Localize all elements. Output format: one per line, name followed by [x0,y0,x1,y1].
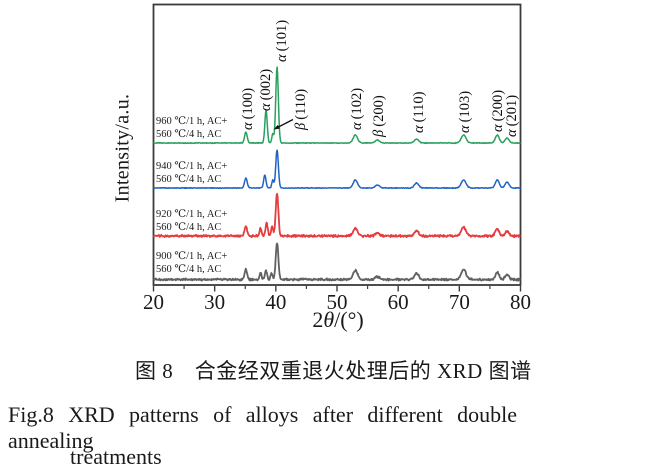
x-tick-label-40: 40 [265,290,287,314]
figure-caption-english-line2: treatments [70,444,162,469]
trace-label-line2: 560 ℃/4 h, AC [156,221,222,233]
theta-symbol: θ [323,307,335,332]
peak-label-hkl: (200) [490,90,506,122]
peak-label-α(103): α (103) [457,91,473,133]
trace-label-line1: 960 ℃/1 h, AC+ [156,116,228,127]
plot-border [152,3,522,286]
trace-label-940C-1h-AC-plus-560C-4h-AC: 940 ℃/1 h, AC+ 560 ℃/4 h, AC [156,161,227,187]
xrd-trace-920C-1h-AC-plus-560C-4h-AC [152,192,521,239]
peak-label-greek: α [240,122,256,130]
peak-label-greek: α [490,124,506,132]
peak-label-hkl: (201) [504,95,520,127]
peak-label-greek: α [274,54,290,62]
peak-label-hkl: (102) [349,88,365,120]
y-axis-title: Intensity/a.u. [111,93,134,203]
peak-label-α(102): α (102) [349,88,365,130]
peak-label-β(200): β (200) [371,95,387,138]
x-tick-label-70: 70 [448,290,470,314]
x-tick-label-50: 50 [326,290,348,314]
beta110-arrow-head [273,124,280,130]
peak-label-β(110): β (110) [293,89,309,131]
trace-label-line1: 940 ℃/1 h, AC+ [156,161,228,172]
xrd-trace-940C-1h-AC-plus-560C-4h-AC [152,149,521,190]
xrd-trace-960C-1h-AC-plus-560C-4h-AC [153,66,521,145]
figure-caption-chinese: 图 8 合金经双重退火处理后的 XRD 图谱 [135,359,532,383]
trace-label-900C-1h-AC-plus-560C-4h-AC: 900 ℃/1 h, AC+ 560 ℃/4 h, AC [156,251,227,277]
trace-label-960C-1h-AC-plus-560C-4h-AC: 960 ℃/1 h, AC+ 560 ℃/4 h, AC [156,116,227,142]
peak-label-greek: α [411,125,427,133]
beta110-arrow-line [276,118,294,129]
peak-label-greek: α [504,129,520,137]
trace-label-line1: 920 ℃/1 h, AC+ [156,209,228,220]
trace-label-line2: 560 ℃/4 h, AC [156,173,222,185]
peak-label-hkl: (101) [274,20,290,52]
peak-label-greek: β [293,122,309,131]
peak-label-α(110): α (110) [411,91,427,133]
peak-label-α(100): α (100) [240,88,256,130]
trace-label-line1: 900 ℃/1 h, AC+ [156,251,228,262]
x-axis-title: 2θ/(°) [312,307,363,333]
x-tick-label-20: 20 [143,290,164,314]
peak-label-greek: α [457,125,473,133]
peak-label-hkl: (103) [457,91,473,123]
figure-caption-english-line1: Fig.8 XRD patterns of alloys after diffe… [8,402,517,453]
peak-label-hkl: (110) [411,91,427,122]
peak-label-α(201): α (201) [504,95,520,137]
x-tick-label-30: 30 [204,290,226,314]
x-axis-title-prefix: 2 [312,307,324,332]
xrd-trace-900C-1h-AC-plus-560C-4h-AC [152,242,521,282]
x-tick-label-80: 80 [510,290,531,314]
x-axis-title-suffix: /(°) [334,307,364,332]
x-tick-label-60: 60 [387,290,409,314]
peak-label-α(101): α (101) [274,20,290,62]
trace-label-line2: 560 ℃/4 h, AC [156,263,222,275]
peak-label-greek: α [349,122,365,130]
peak-label-α(200): α (200) [490,90,506,132]
peak-label-α(002): α (002) [258,69,274,111]
peak-label-greek: β [371,129,387,138]
peak-label-hkl: (110) [293,89,309,120]
peak-label-greek: α [258,103,274,111]
trace-label-920C-1h-AC-plus-560C-4h-AC: 920 ℃/1 h, AC+ 560 ℃/4 h, AC [156,209,227,235]
trace-label-line2: 560 ℃/4 h, AC [156,128,222,140]
peak-label-hkl: (002) [258,69,274,101]
peak-label-hkl: (200) [371,95,387,127]
peak-label-hkl: (100) [240,88,256,120]
